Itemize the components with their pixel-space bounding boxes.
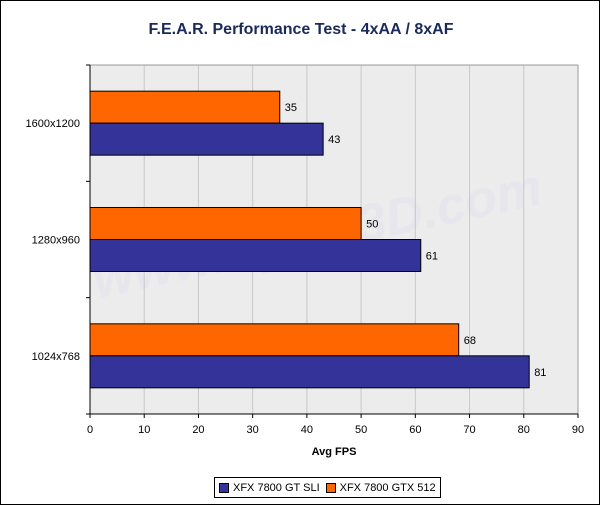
x-tick-label: 80: [518, 424, 530, 436]
x-tick-label: 40: [301, 424, 313, 436]
legend-item: XFX 7800 GT SLI: [219, 482, 320, 494]
x-tick-label: 70: [463, 424, 475, 436]
x-tick-label: 60: [409, 424, 421, 436]
y-category-label: 1280x960: [32, 235, 80, 247]
y-category-label: 1024x768: [32, 351, 80, 363]
data-label: 50: [366, 219, 378, 231]
data-label: 68: [464, 335, 476, 347]
legend-label: XFX 7800 GTX 512: [339, 481, 436, 494]
bar: [89, 207, 362, 240]
x-tick-label: 90: [572, 424, 584, 436]
bar: [89, 90, 281, 124]
bar: [89, 323, 460, 357]
x-tick-label: 10: [138, 424, 150, 436]
data-label: 43: [328, 134, 340, 146]
bar: [89, 239, 422, 272]
data-label: 81: [534, 367, 546, 379]
legend-swatch: [219, 482, 229, 493]
bar-chart: www.Bjorn3D.com 01020304050607080901600x…: [26, 64, 584, 458]
data-label: 35: [285, 102, 297, 114]
chart-legend: XFX 7800 GT SLI XFX 7800 GTX 512: [214, 477, 441, 498]
x-tick-label: 50: [355, 424, 367, 436]
bar: [89, 122, 324, 156]
legend-item: XFX 7800 GTX 512: [325, 481, 436, 494]
y-category-label: 1600x1200: [26, 118, 80, 130]
x-tick-label: 30: [247, 424, 259, 436]
chart-title: F.E.A.R. Performance Test - 4xAA / 8xAF: [148, 21, 454, 38]
x-tick-label: 20: [192, 424, 204, 436]
x-axis-title: Avg FPS: [312, 446, 357, 458]
legend-swatch: [325, 482, 336, 493]
bar: [89, 355, 530, 389]
legend-label: XFX 7800 GT SLI: [233, 481, 320, 494]
data-label: 61: [426, 251, 438, 263]
x-tick-label: 0: [87, 424, 93, 436]
